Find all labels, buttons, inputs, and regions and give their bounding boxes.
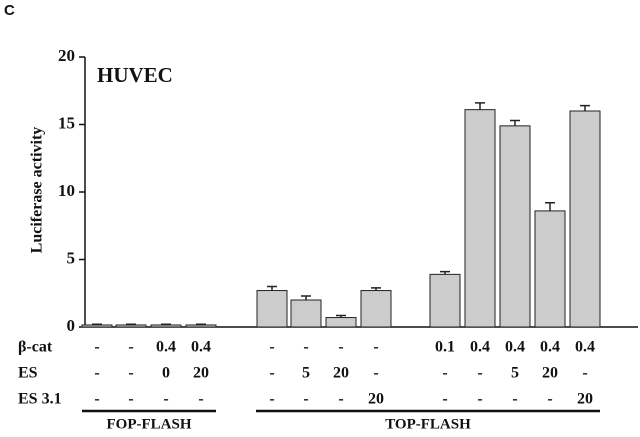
error-bar <box>440 270 450 275</box>
error-bar <box>196 323 206 326</box>
condition-value: - <box>547 391 552 408</box>
bar <box>360 290 392 328</box>
condition-value: 0.4 <box>470 339 490 356</box>
bar <box>464 109 496 328</box>
y-tick-label: 15 <box>58 113 75 132</box>
error-bar <box>301 295 311 300</box>
condition-value: - <box>477 391 482 408</box>
condition-value: 0.4 <box>191 339 211 356</box>
condition-name: β-cat <box>18 339 53 356</box>
condition-value: - <box>512 391 517 408</box>
error-bar <box>92 323 102 326</box>
condition-value: - <box>94 365 99 382</box>
condition-name: ES <box>18 365 38 382</box>
condition-value: 20 <box>333 365 349 382</box>
condition-value: 0.4 <box>156 339 176 356</box>
bar <box>499 125 531 328</box>
bar <box>81 324 113 328</box>
group-label: FOP-FLASH <box>107 416 192 432</box>
bar <box>429 273 461 328</box>
condition-value: - <box>128 339 133 356</box>
bar <box>256 290 288 328</box>
bar <box>534 210 566 328</box>
condition-value: - <box>338 391 343 408</box>
bar <box>185 324 217 328</box>
bar <box>150 324 182 328</box>
error-bar <box>336 314 346 318</box>
condition-value: - <box>269 391 274 408</box>
condition-value: - <box>442 365 447 382</box>
error-bar <box>545 202 555 211</box>
condition-value: - <box>128 391 133 408</box>
condition-value: 0 <box>162 365 170 382</box>
condition-value: 20 <box>193 365 209 382</box>
condition-value: 0.1 <box>435 339 455 356</box>
bar <box>115 324 147 328</box>
error-bar <box>126 323 136 326</box>
group-label: TOP-FLASH <box>385 416 471 432</box>
condition-value: - <box>303 339 308 356</box>
condition-value: 5 <box>302 365 310 382</box>
y-tick-label: 10 <box>58 181 75 200</box>
condition-value: - <box>373 339 378 356</box>
condition-value: - <box>128 365 133 382</box>
condition-value: 20 <box>577 391 593 408</box>
condition-value: - <box>338 339 343 356</box>
error-bar <box>161 323 171 326</box>
condition-value: - <box>163 391 168 408</box>
bar <box>325 317 357 328</box>
error-bar <box>475 102 485 110</box>
bar <box>290 299 322 328</box>
condition-value: 0.4 <box>540 339 560 356</box>
condition-value: 5 <box>511 365 519 382</box>
condition-value: 0.4 <box>505 339 525 356</box>
condition-value: - <box>94 339 99 356</box>
y-tick-label: 20 <box>58 46 75 65</box>
error-bar <box>371 287 381 291</box>
condition-value: - <box>582 365 587 382</box>
condition-value: 0.4 <box>575 339 595 356</box>
condition-value: - <box>269 365 274 382</box>
panel-label: C <box>4 2 15 19</box>
bar <box>569 110 601 328</box>
error-bar <box>580 104 590 111</box>
condition-value: - <box>442 391 447 408</box>
y-tick-label: 0 <box>67 316 76 335</box>
condition-value: - <box>477 365 482 382</box>
condition-value: - <box>198 391 203 408</box>
y-tick-label: 5 <box>67 248 76 267</box>
condition-value: - <box>373 365 378 382</box>
y-axis-label: Luciferase activity <box>29 127 46 254</box>
error-bar <box>267 285 277 291</box>
condition-value: 20 <box>368 391 384 408</box>
chart-title: HUVEC <box>97 63 173 87</box>
condition-value: - <box>94 391 99 408</box>
error-bar <box>510 119 520 126</box>
condition-value: - <box>303 391 308 408</box>
condition-name: ES 3.1 <box>18 391 62 408</box>
condition-value: - <box>269 339 274 356</box>
condition-value: 20 <box>542 365 558 382</box>
